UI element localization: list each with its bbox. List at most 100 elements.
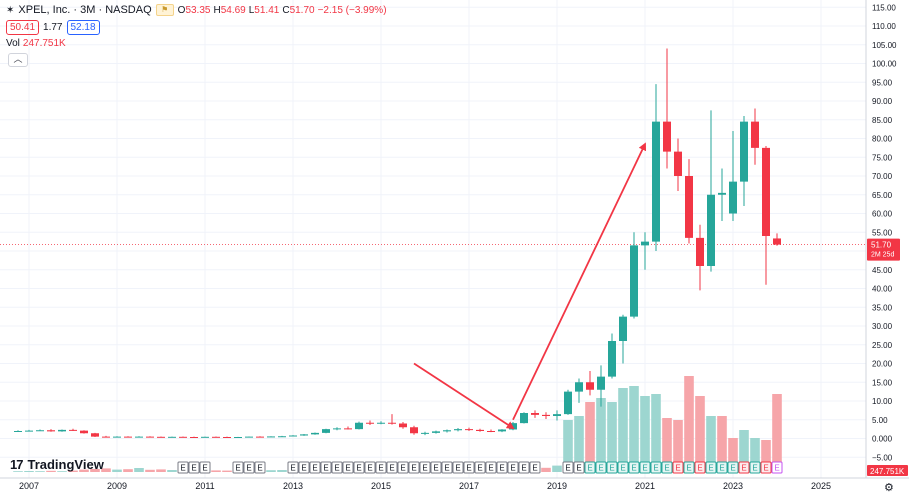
time-tick-label: 2009 (107, 481, 127, 491)
candle-body (267, 436, 275, 438)
chevron-up-icon[interactable]: ︿ (8, 53, 28, 67)
tradingview-mark-icon: 17 (10, 457, 24, 472)
earnings-marker-label: E (477, 464, 482, 473)
symbol-title[interactable]: XPEL, Inc. · 3M · NASDAQ (18, 4, 152, 16)
candle-body (476, 429, 484, 431)
earnings-marker-box (760, 461, 772, 474)
volume-bar (35, 471, 45, 472)
candle (410, 425, 418, 435)
candle-body (410, 427, 418, 434)
volume-value: 247.751K (22, 38, 66, 49)
last-price-tag (867, 238, 900, 261)
candle (355, 421, 363, 430)
candle-body (674, 151, 682, 176)
earnings-marker: E (309, 461, 321, 474)
earnings-marker: E (386, 461, 398, 474)
price-tick-label: 30.00 (872, 322, 893, 331)
candle-body (751, 121, 759, 148)
price-tick-label: 55.00 (872, 228, 893, 237)
earnings-marker-label: E (488, 464, 493, 473)
candle-body (399, 423, 407, 428)
candle-body (366, 422, 374, 424)
price-tick-label: 100.00 (872, 60, 897, 69)
earnings-marker: E (606, 461, 618, 474)
time-tick-label: 2025 (811, 481, 831, 491)
candle-body (531, 413, 539, 415)
earnings-marker-label: E (257, 464, 262, 473)
candle (751, 108, 759, 165)
time-tick-label: 2015 (371, 481, 391, 491)
candle (333, 427, 341, 431)
volume-bar (123, 469, 133, 472)
earnings-marker: E (419, 461, 431, 474)
candle (520, 412, 528, 424)
earnings-marker-box (771, 461, 783, 474)
sell-button[interactable]: 50.41 (6, 20, 40, 35)
candle (432, 430, 440, 434)
candle (443, 429, 451, 433)
earnings-marker-label: E (202, 464, 207, 473)
earnings-marker: E (507, 461, 519, 474)
earnings-marker-label: E (609, 464, 614, 473)
candle-body (80, 430, 88, 434)
earnings-marker-label: E (422, 464, 427, 473)
candle (322, 428, 330, 434)
annotation-arrow (413, 362, 515, 430)
volume-bar (728, 438, 738, 472)
earnings-marker-label: E (642, 464, 647, 473)
time-scale[interactable]: 2007 2009 2011 2013 2015 2017 2019 2021 2023 2025 (0, 477, 909, 491)
volume-bar (68, 470, 78, 472)
earnings-marker-box (199, 461, 211, 474)
earnings-marker-box (595, 461, 607, 474)
volume-bar (167, 470, 177, 472)
candle-body (157, 436, 165, 438)
earnings-marker-box (727, 461, 739, 474)
price-tick-label: 110.00 (872, 22, 896, 31)
candle (597, 365, 605, 407)
earnings-marker: E (199, 461, 211, 474)
price-scale[interactable]: 115.00 110.00 105.00 100.00 95.00 90.00 85.00 8… (865, 0, 908, 478)
earnings-marker: E (441, 461, 453, 474)
earnings-marker: E (485, 461, 497, 474)
earnings-marker-box (287, 461, 299, 474)
candle (685, 159, 693, 244)
price-tick-label: 40.00 (872, 285, 893, 294)
price-tick-label: 5.00 (872, 416, 888, 425)
candle-body (300, 434, 308, 436)
earnings-marker-box (749, 461, 761, 474)
candle-body (597, 376, 605, 390)
volume-bar (607, 402, 617, 472)
earnings-marker: E (562, 461, 574, 474)
earnings-marker-box (573, 461, 585, 474)
volume-bar (266, 470, 276, 472)
earnings-marker: E (518, 461, 530, 474)
earnings-marker-box (254, 461, 266, 474)
earnings-marker: E (639, 461, 651, 474)
flag-icon[interactable]: ⚑ (155, 4, 174, 16)
spread-value: 1.77 (43, 22, 63, 33)
earnings-marker-label: E (312, 464, 317, 473)
time-tick-label: 2019 (547, 481, 567, 491)
gear-icon[interactable]: ⚙ (884, 482, 894, 494)
price-tick-label: −5.00 (872, 453, 893, 462)
earnings-marker-box (507, 461, 519, 474)
candle (553, 410, 561, 421)
earnings-marker: E (243, 461, 255, 474)
earnings-marker: E (364, 461, 376, 474)
candle (586, 371, 594, 396)
earnings-marker: E (705, 461, 717, 474)
earnings-marker-box (188, 461, 200, 474)
earnings-marker: E (694, 461, 706, 474)
earnings-marker: E (342, 461, 354, 474)
earnings-marker-label: E (466, 464, 471, 473)
buy-button[interactable]: 52.18 (66, 20, 100, 35)
time-tick-label: 2013 (283, 481, 303, 491)
price-tick-label: 25.00 (872, 341, 893, 350)
volume-bar (574, 416, 584, 472)
candle-body (619, 316, 627, 341)
tradingview-logo[interactable]: 17 TradingView (10, 457, 104, 472)
earnings-marker: E (408, 461, 420, 474)
legend-header: ✶ XPEL, Inc. · 3M · NASDAQ ⚑ O53.35 H54.6… (6, 4, 390, 16)
candle-body (377, 422, 385, 424)
